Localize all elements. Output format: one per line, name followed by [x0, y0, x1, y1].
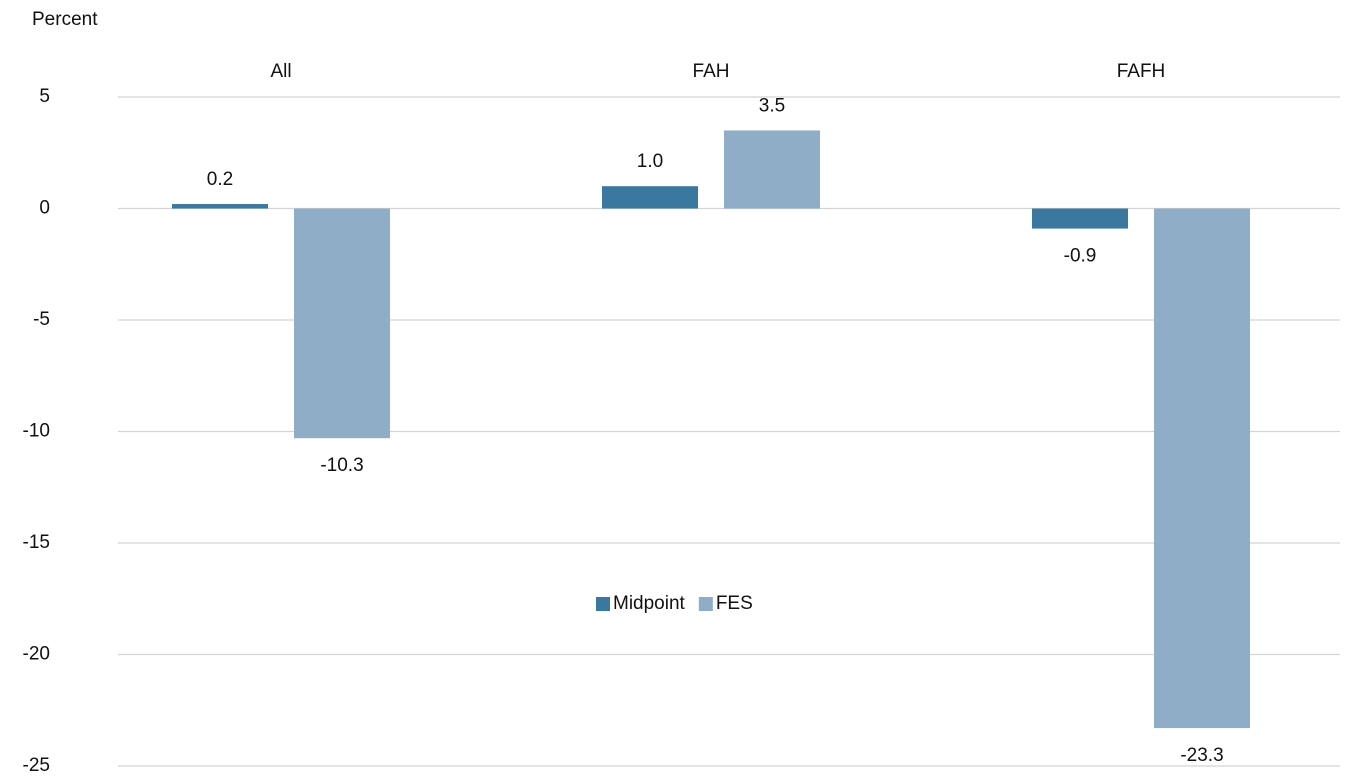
bar [294, 208, 390, 439]
legend-label: Midpoint [613, 593, 686, 614]
y-tick-label: -5 [33, 309, 50, 330]
data-label: -0.9 [1064, 246, 1097, 267]
category-label: All [270, 61, 291, 82]
data-label: -10.3 [320, 455, 363, 476]
bar [724, 130, 820, 209]
bar [602, 186, 698, 209]
bar [1032, 208, 1128, 229]
legend-swatch [698, 597, 713, 611]
legend-label: FES [716, 593, 753, 614]
data-label: -23.3 [1180, 745, 1223, 766]
y-axis-label: Percent [32, 9, 98, 30]
data-label: 0.2 [207, 169, 233, 190]
data-label: 3.5 [759, 95, 785, 116]
category-label: FAFH [1117, 61, 1166, 82]
category-label: FAH [693, 61, 730, 82]
data-label: 1.0 [637, 151, 663, 172]
legend-swatch [596, 597, 610, 611]
bar [1154, 208, 1250, 729]
y-tick-label: -10 [23, 421, 50, 442]
y-tick-label: -15 [23, 532, 50, 553]
y-tick-label: 5 [39, 86, 50, 107]
y-tick-label: 0 [39, 198, 50, 219]
y-tick-label: -25 [23, 755, 50, 776]
bar [172, 204, 268, 209]
y-tick-label: -20 [23, 644, 50, 665]
